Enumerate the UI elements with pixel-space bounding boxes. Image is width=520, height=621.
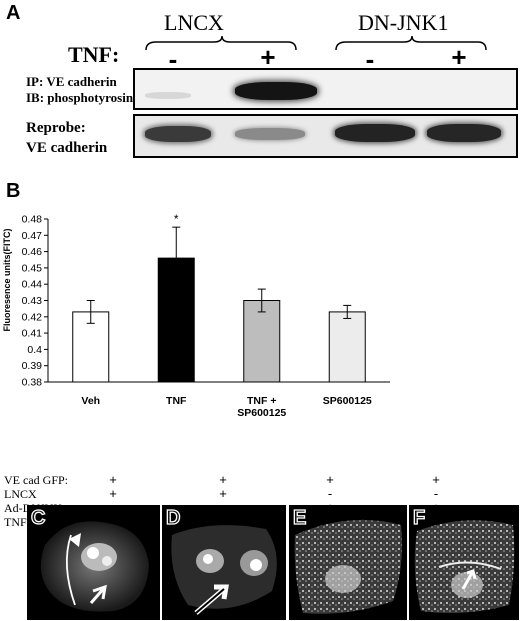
condition-value: + [109, 486, 117, 501]
y-tick-label: 0.4 [27, 344, 42, 356]
tnf-label: TNF: [68, 42, 120, 67]
arrow-icon [89, 584, 107, 604]
bracket-lncx [145, 35, 297, 51]
micrograph-label-d: D [165, 506, 181, 529]
panel-a-letter: A [6, 2, 21, 24]
ve-cadherin-blot [133, 114, 518, 158]
y-tick-label: 0.44 [22, 279, 43, 291]
cell-image-d [171, 525, 277, 615]
reprobe-label-1: Reprobe: [26, 120, 86, 136]
x-category-label: TNF [166, 395, 187, 407]
bar [328, 311, 366, 383]
blot-band-lane-1 [145, 92, 191, 99]
condition-label-lncx: LNCX [4, 487, 37, 501]
condition-value: + [219, 472, 227, 487]
micrograph-d: D [162, 505, 286, 620]
lane-sign-1: - [168, 44, 178, 74]
condition-value: + [432, 472, 440, 487]
micrograph-label-c: C [30, 506, 46, 529]
lane-sign-2: + [260, 42, 276, 72]
cell-image-f [414, 520, 515, 613]
bracket-dn-jnk1 [335, 35, 487, 51]
blot-band-lane-4 [427, 124, 501, 142]
group-brackets [145, 35, 487, 51]
y-tick-label: 0.48 [22, 214, 43, 226]
blot-band-lane-3 [335, 124, 415, 142]
x-category-label: SP600125 [323, 395, 372, 407]
bar [243, 300, 281, 383]
micrograph-e: E [289, 505, 407, 620]
group-label-dn-jnk1: DN-JNK1 [358, 10, 449, 35]
group-label-lncx: LNCX [164, 10, 224, 35]
condition-value: - [327, 486, 333, 501]
significance-marker: * [174, 212, 179, 226]
bar-chart: 0.38 0.39 0.4 0.41 0.42 0.43 0.44 0.45 0.46 0.47 0… [2, 212, 390, 419]
phosphotyrosine-blot [133, 68, 518, 110]
condition-value: - [433, 486, 439, 501]
y-axis: 0.38 0.39 0.4 0.41 0.42 0.43 0.44 0.45 0.46 0.47 0… [22, 214, 390, 389]
cell-image-e [294, 519, 402, 614]
micrograph-f: F [409, 505, 519, 620]
blot-band-lane-2 [235, 82, 317, 100]
lane-sign-3: - [365, 44, 375, 74]
y-tick-label: 0.45 [22, 262, 43, 274]
y-tick-label: 0.43 [22, 295, 43, 307]
condition-label-ve-cad-gfp: VE cad GFP: [4, 473, 68, 487]
y-tick-label: 0.41 [22, 328, 43, 340]
arrowhead-icon [69, 533, 81, 547]
blot-band-lane-1 [145, 126, 211, 142]
ib-label: IB: phosphotyrosine [26, 90, 139, 105]
condition-value: + [109, 472, 117, 487]
condition-value: + [326, 472, 334, 487]
arrow-icon [461, 569, 477, 590]
y-tick-label: 0.47 [22, 230, 43, 242]
reprobe-label-2: VE cadherin [26, 140, 108, 156]
x-category-label: SP600125 [237, 407, 286, 419]
bars: * [72, 212, 366, 383]
y-tick-label: 0.46 [22, 246, 43, 258]
y-tick-label: 0.39 [22, 360, 43, 372]
lane-sign-4: + [451, 42, 467, 72]
x-category-label: TNF + [247, 395, 276, 407]
micrograph-c: C [27, 505, 160, 620]
y-axis-label: Fluoresence units(FITC) [2, 228, 12, 331]
condition-value: + [219, 486, 227, 501]
condition-label-tnf: TNF: [4, 515, 31, 529]
ip-label: IP: VE cadherin [26, 74, 117, 89]
cell-image-c [40, 521, 149, 612]
panel-b-letter: B [6, 180, 21, 202]
y-tick-label: 0.38 [22, 377, 43, 389]
y-tick-label: 0.42 [22, 311, 43, 323]
micrograph-label-f: F [412, 506, 426, 529]
x-category-label: Veh [81, 395, 100, 407]
micrograph-label-e: E [292, 506, 307, 529]
blot-band-lane-2 [235, 128, 305, 140]
